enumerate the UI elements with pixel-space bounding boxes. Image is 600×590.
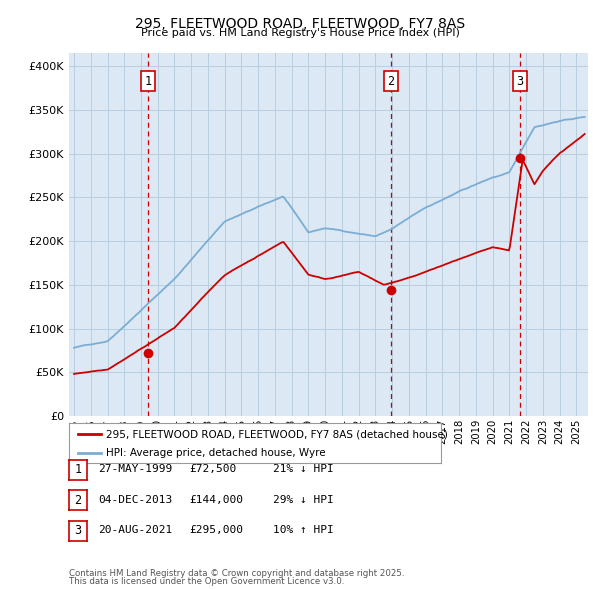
Text: This data is licensed under the Open Government Licence v3.0.: This data is licensed under the Open Gov… bbox=[69, 577, 344, 586]
Text: £295,000: £295,000 bbox=[189, 526, 243, 535]
Text: 3: 3 bbox=[74, 525, 82, 537]
Text: 3: 3 bbox=[516, 74, 523, 87]
Text: £144,000: £144,000 bbox=[189, 495, 243, 504]
Text: HPI: Average price, detached house, Wyre: HPI: Average price, detached house, Wyre bbox=[106, 448, 326, 458]
Text: 295, FLEETWOOD ROAD, FLEETWOOD, FY7 8AS: 295, FLEETWOOD ROAD, FLEETWOOD, FY7 8AS bbox=[135, 17, 465, 31]
Text: 27-MAY-1999: 27-MAY-1999 bbox=[98, 464, 172, 474]
Text: Contains HM Land Registry data © Crown copyright and database right 2025.: Contains HM Land Registry data © Crown c… bbox=[69, 569, 404, 578]
Text: 21% ↓ HPI: 21% ↓ HPI bbox=[273, 464, 334, 474]
Text: 2: 2 bbox=[74, 494, 82, 507]
Text: 29% ↓ HPI: 29% ↓ HPI bbox=[273, 495, 334, 504]
Text: 295, FLEETWOOD ROAD, FLEETWOOD, FY7 8AS (detached house): 295, FLEETWOOD ROAD, FLEETWOOD, FY7 8AS … bbox=[106, 430, 448, 440]
Text: £72,500: £72,500 bbox=[189, 464, 236, 474]
Text: 2: 2 bbox=[387, 74, 394, 87]
Text: 04-DEC-2013: 04-DEC-2013 bbox=[98, 495, 172, 504]
Text: 10% ↑ HPI: 10% ↑ HPI bbox=[273, 526, 334, 535]
Text: Price paid vs. HM Land Registry's House Price Index (HPI): Price paid vs. HM Land Registry's House … bbox=[140, 28, 460, 38]
Text: 20-AUG-2021: 20-AUG-2021 bbox=[98, 526, 172, 535]
Text: 1: 1 bbox=[74, 463, 82, 476]
Text: 1: 1 bbox=[145, 74, 152, 87]
